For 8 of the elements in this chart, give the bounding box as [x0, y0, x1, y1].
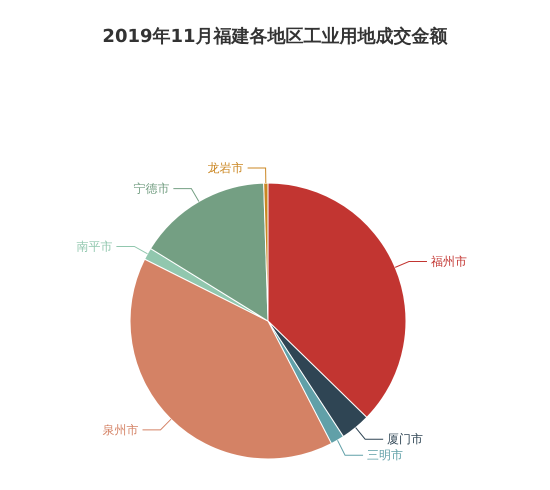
- slice-label: 三明市: [367, 448, 404, 462]
- slice-label: 龙岩市: [208, 161, 244, 176]
- slice-label: 泉州市: [102, 422, 138, 437]
- slice-label: 宁德市: [133, 182, 170, 196]
- chart-title: 2019年11月福建各地区工业用地成交金额: [102, 26, 449, 47]
- slice-label: 南平市: [76, 239, 112, 254]
- slice-label: 福州市: [430, 254, 467, 269]
- slice-label: 厦门市: [387, 432, 424, 446]
